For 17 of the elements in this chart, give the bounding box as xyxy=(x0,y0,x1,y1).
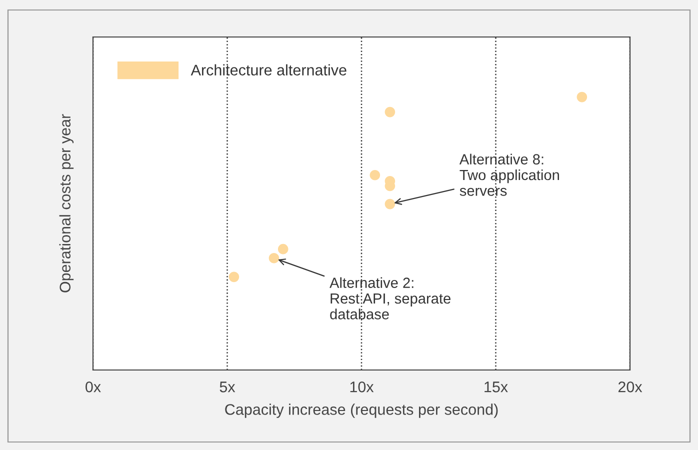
x-axis-title: Capacity increase (requests per second) xyxy=(225,404,498,418)
point xyxy=(268,252,280,264)
x-tick-label: 5x xyxy=(220,382,236,392)
point xyxy=(384,106,396,118)
point xyxy=(384,198,396,210)
x-tick-label: 10x xyxy=(350,382,374,392)
x-tick-label: 0x xyxy=(86,382,101,392)
y-axis-title: Operational costs per year xyxy=(59,114,74,292)
point xyxy=(228,272,240,282)
annotation: Alternative 8: Two application servers xyxy=(459,154,559,196)
x-tick-label: 20x xyxy=(618,382,642,392)
annotation: Alternative 2: Rest API, separate database xyxy=(330,277,450,320)
point xyxy=(370,170,380,180)
point xyxy=(278,244,288,254)
point xyxy=(576,92,588,102)
x-tick-label: 15x xyxy=(484,382,508,392)
legend-label: Architecture alternative xyxy=(190,64,346,76)
